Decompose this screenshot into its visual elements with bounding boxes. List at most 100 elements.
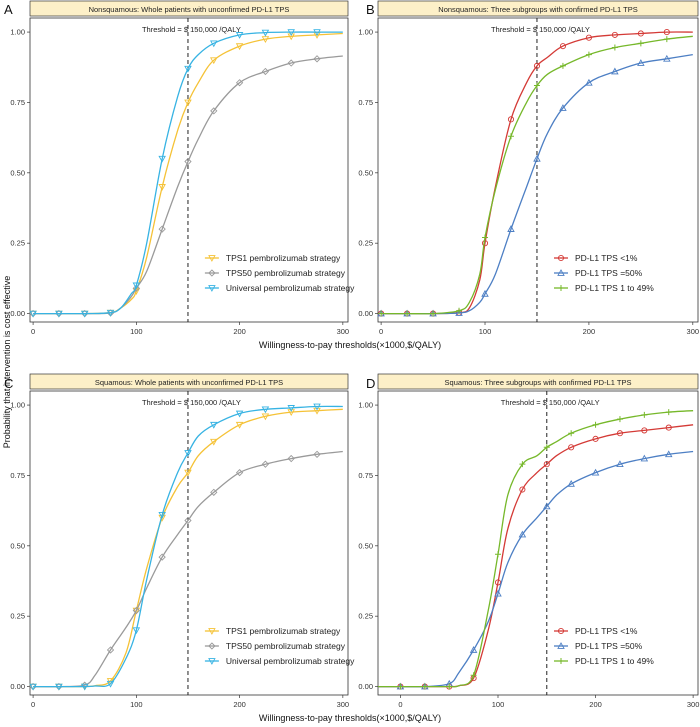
data-point xyxy=(664,450,673,458)
data-point xyxy=(591,468,600,476)
x-tick-label: 100 xyxy=(492,700,505,709)
data-point xyxy=(210,107,218,115)
x-tick-label: 100 xyxy=(479,327,492,336)
data-point xyxy=(106,680,115,688)
panel-title-strip xyxy=(377,0,699,17)
data-point xyxy=(184,516,192,525)
y-tick-label: 0.25 xyxy=(358,239,373,248)
data-point xyxy=(585,51,592,58)
plot-frame xyxy=(29,17,349,323)
plot-frame xyxy=(377,390,699,696)
data-point xyxy=(611,31,618,38)
y-tick-label: 0.75 xyxy=(10,98,25,107)
data-point xyxy=(287,405,295,412)
y-tick-label: 0.75 xyxy=(358,471,373,480)
data-point xyxy=(559,104,567,111)
x-tick-label: 300 xyxy=(337,700,350,709)
data-point xyxy=(616,416,623,423)
legend-key-marker xyxy=(558,285,564,291)
series-line xyxy=(381,53,693,315)
data-point xyxy=(55,310,63,318)
x-axis-label-top: Willingness-to-pay thresholds(×1000,$/QA… xyxy=(259,340,441,350)
panel-title-strip xyxy=(29,0,349,17)
series-line xyxy=(378,410,694,688)
data-point xyxy=(533,154,541,162)
series-line xyxy=(378,450,694,688)
data-point xyxy=(637,30,644,37)
data-point xyxy=(210,421,218,429)
data-point xyxy=(184,450,192,457)
data-point xyxy=(592,435,599,442)
legend-key-marker xyxy=(557,642,565,649)
legend-entry: TPS1 pembrolizumab strategy xyxy=(226,626,341,636)
data-point xyxy=(507,133,514,140)
x-tick-label: 0 xyxy=(379,327,383,336)
threshold-label: Threshold = $ 150,000 /QALY xyxy=(142,25,241,34)
data-point xyxy=(641,411,648,418)
data-point xyxy=(80,310,89,318)
data-point xyxy=(29,310,37,318)
y-tick-label: 1.00 xyxy=(358,28,373,37)
data-point xyxy=(313,407,321,415)
data-point xyxy=(184,99,192,107)
data-point xyxy=(446,683,453,690)
y-tick-label: 0.00 xyxy=(10,309,25,318)
x-tick-label: 200 xyxy=(589,700,602,709)
x-tick-label: 200 xyxy=(233,327,246,336)
data-point xyxy=(543,502,551,510)
x-tick-label: 300 xyxy=(687,700,700,709)
y-tick-label: 0.25 xyxy=(10,239,25,248)
data-point xyxy=(559,43,566,50)
panel-title: Squamous: Three subgroups with confirmed… xyxy=(445,378,632,387)
data-point xyxy=(592,421,599,428)
x-tick-label: 0 xyxy=(31,700,35,709)
legend-entry: Universal pembrolizumab strategy xyxy=(226,283,355,293)
data-point xyxy=(637,40,644,47)
data-point xyxy=(518,530,527,538)
y-tick-label: 0.25 xyxy=(358,612,373,621)
data-point xyxy=(106,646,115,654)
y-tick-label: 0.75 xyxy=(358,98,373,107)
legend-entry: PD-L1 TPS <1% xyxy=(575,253,638,263)
data-point xyxy=(158,184,166,191)
data-point xyxy=(397,683,404,690)
y-tick-label: 0.00 xyxy=(358,682,373,691)
data-point xyxy=(585,34,592,41)
x-tick-label: 0 xyxy=(31,327,35,336)
data-point xyxy=(313,29,321,37)
data-point xyxy=(519,486,526,493)
legend-entry: Universal pembrolizumab strategy xyxy=(226,656,355,666)
legend-entry: PD-L1 TPS =50% xyxy=(575,641,643,651)
data-point xyxy=(261,36,270,44)
data-point xyxy=(313,55,321,63)
panel-title-strip xyxy=(29,373,349,390)
legend-key-marker xyxy=(558,658,564,664)
legend-entry: PD-L1 TPS <1% xyxy=(575,626,638,636)
data-point xyxy=(533,82,540,89)
y-tick-label: 0.25 xyxy=(10,612,25,621)
data-point xyxy=(430,310,437,317)
legend-key-marker xyxy=(208,285,216,292)
data-point xyxy=(235,421,244,429)
legend-entry: TPS1 pembrolizumab strategy xyxy=(226,253,341,263)
plot-frame xyxy=(377,17,699,323)
panel-a: Nonsquamous: Whole patients with unconfi… xyxy=(4,0,355,336)
data-point xyxy=(456,307,463,314)
data-point xyxy=(158,225,166,233)
data-point xyxy=(287,454,295,463)
series-line xyxy=(378,424,694,688)
data-point xyxy=(568,430,575,437)
data-point xyxy=(616,460,624,468)
data-point xyxy=(235,79,244,87)
panel-d: Squamous: Three subgroups with confirmed… xyxy=(358,373,700,709)
data-point xyxy=(640,454,649,462)
legend-key-marker xyxy=(208,269,216,277)
series-line xyxy=(33,31,343,315)
y-tick-label: 1.00 xyxy=(10,28,25,37)
data-point xyxy=(235,410,244,418)
data-point xyxy=(261,413,270,421)
panel-title-strip xyxy=(377,373,699,390)
x-tick-label: 200 xyxy=(583,327,596,336)
data-point xyxy=(507,116,515,123)
x-tick-label: 100 xyxy=(130,700,143,709)
